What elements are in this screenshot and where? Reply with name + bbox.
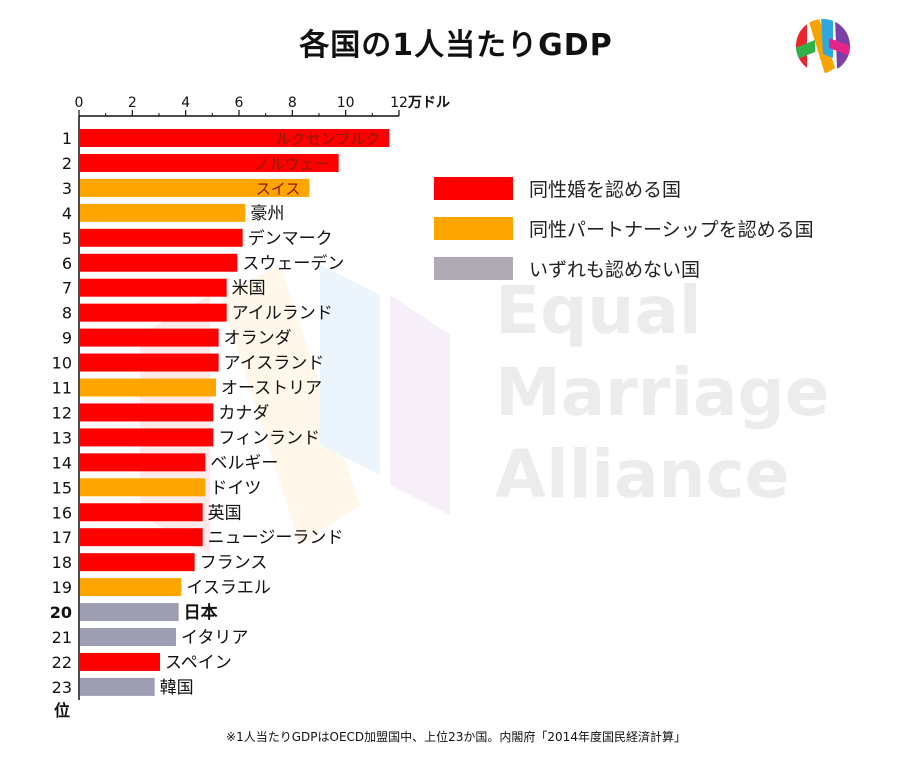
x-axis-unit-label: 万ドル xyxy=(407,95,450,111)
chart-title: 各国の1人当たりGDP xyxy=(299,28,613,63)
rank-label: 19 xyxy=(52,578,72,597)
bar xyxy=(80,652,160,671)
country-label: フィンランド xyxy=(218,428,320,448)
rank-label: 15 xyxy=(52,478,72,497)
legend-swatch xyxy=(434,176,513,200)
rank-label: 23 xyxy=(52,678,72,697)
rank-axis-label: 位 xyxy=(54,701,70,720)
legend-item-same-sex-marriage: 同性婚を認める国 xyxy=(434,168,814,208)
country-label: スイス xyxy=(256,180,301,198)
legend-swatch xyxy=(434,256,513,280)
country-label: カナダ xyxy=(218,403,269,423)
rank-label: 9 xyxy=(62,329,72,348)
rank-label: 16 xyxy=(52,503,72,522)
rank-label: 3 xyxy=(62,179,72,198)
bar xyxy=(80,129,390,147)
rank-label: 8 xyxy=(62,304,72,323)
country-label: スペイン xyxy=(165,653,232,673)
country-label: イタリア xyxy=(181,628,248,648)
bar xyxy=(80,253,238,272)
x-tick-label: 0 xyxy=(75,95,84,111)
x-tick-label: 4 xyxy=(181,95,190,111)
x-tick-label: 8 xyxy=(288,95,297,111)
legend-item-neither: いずれも認めない国 xyxy=(434,248,814,288)
rank-label: 22 xyxy=(52,653,72,672)
legend-label: 同性パートナーシップを認める国 xyxy=(529,218,814,241)
country-label: 英国 xyxy=(208,503,242,523)
legend-label: 同性婚を認める国 xyxy=(529,178,682,201)
bar xyxy=(80,677,155,696)
brand-logo-icon xyxy=(796,19,850,73)
watermark-line: Equal xyxy=(495,272,702,349)
country-label: ルクセンブルク xyxy=(276,130,381,148)
bar xyxy=(80,353,219,372)
bar xyxy=(80,153,339,172)
rank-label: 2 xyxy=(62,154,72,173)
rank-label: 12 xyxy=(52,403,72,422)
rank-label: 10 xyxy=(52,354,72,373)
bar xyxy=(80,603,179,622)
legend-swatch xyxy=(434,216,513,240)
rank-label: 11 xyxy=(52,379,72,398)
bar xyxy=(80,553,195,572)
bar xyxy=(80,328,219,347)
country-label: 米国 xyxy=(232,279,266,299)
rank-label: 13 xyxy=(52,428,72,447)
country-label: オーストリア xyxy=(221,379,322,399)
country-label: ベルギー xyxy=(210,453,278,473)
country-label: スウェーデン xyxy=(242,253,344,274)
bar xyxy=(80,178,310,197)
watermark-line: Alliance xyxy=(495,436,790,513)
rank-label: 17 xyxy=(52,528,72,547)
rank-label: 4 xyxy=(62,204,72,223)
country-label: オランダ xyxy=(224,329,292,349)
x-tick-label: 10 xyxy=(337,95,355,111)
x-tick-label: 12 xyxy=(390,95,408,111)
country-label: 豪州 xyxy=(250,203,284,224)
rank-label: 21 xyxy=(52,628,72,647)
rank-label: 1 xyxy=(62,129,72,148)
rank-label: 5 xyxy=(62,229,72,248)
country-label: イスラエル xyxy=(186,578,270,598)
bar xyxy=(80,303,227,322)
bar xyxy=(80,453,206,472)
country-label: 韓国 xyxy=(160,678,194,698)
rank-label: 18 xyxy=(52,553,72,572)
x-tick-label: 2 xyxy=(128,95,137,111)
bar xyxy=(80,428,214,447)
rank-label: 6 xyxy=(62,254,72,273)
country-label: 日本 xyxy=(184,602,218,623)
country-label: アイルランド xyxy=(232,304,333,324)
legend-item-partnership: 同性パートナーシップを認める国 xyxy=(434,208,814,248)
bar xyxy=(80,578,182,597)
bar xyxy=(80,478,206,497)
bar xyxy=(80,378,216,397)
watermark-text: Equal Marriage Alliance xyxy=(495,270,829,516)
bar xyxy=(80,503,203,522)
bar xyxy=(80,228,243,247)
footnote: ※1人当たりGDPはOECD加盟国中、上位23か国。内閣府「2014年度国民経済… xyxy=(226,730,686,744)
bar xyxy=(80,278,227,297)
legend: 同性婚を認める国 同性パートナーシップを認める国 いずれも認めない国 xyxy=(434,168,814,288)
bar xyxy=(80,403,214,422)
rank-label: 7 xyxy=(62,279,72,298)
country-label: デンマーク xyxy=(248,228,333,249)
bar xyxy=(80,203,246,222)
rank-label: 14 xyxy=(52,453,72,472)
bar xyxy=(80,528,203,547)
x-tick-label: 6 xyxy=(235,95,244,111)
bar xyxy=(80,628,176,646)
rank-label: 20 xyxy=(50,603,72,622)
country-label: フランス xyxy=(200,553,268,573)
watermark-line: Marriage xyxy=(495,354,830,431)
legend-label: いずれも認めない国 xyxy=(529,258,701,281)
country-label: ドイツ xyxy=(210,478,261,498)
country-label: ノルウェー xyxy=(255,155,330,173)
country-label: アイスランド xyxy=(224,354,325,374)
country-label: ニュージーランド xyxy=(208,528,344,548)
